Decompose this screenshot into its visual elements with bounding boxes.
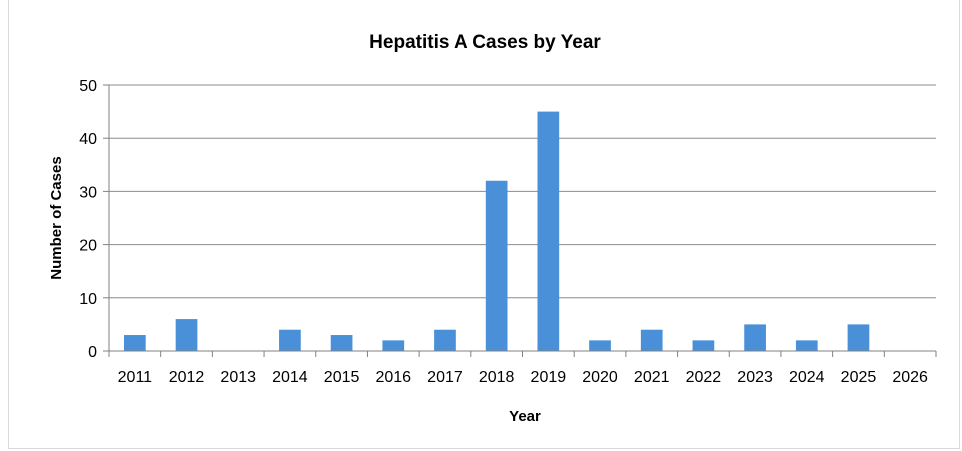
- bar-2021: [640, 329, 663, 351]
- x-tick-label: 2022: [686, 369, 722, 386]
- x-tick-label: 2012: [169, 369, 205, 386]
- chart-frame: [8, 0, 960, 449]
- y-tick-label: 20: [79, 238, 97, 255]
- y-tick-label: 0: [88, 344, 97, 361]
- bar-2011: [123, 335, 146, 351]
- x-tick-label: 2011: [118, 369, 153, 386]
- x-tick-labels: 2011 2012 2013 2014 2015 2016 2017 2018 2019 2020…: [118, 369, 928, 386]
- bar-2024: [795, 340, 818, 351]
- x-tick-label: 2013: [220, 369, 256, 386]
- bar-2022: [692, 340, 715, 351]
- bar-2025: [847, 324, 870, 351]
- bar-2018: [485, 180, 508, 351]
- x-tick-label: 2023: [737, 369, 773, 386]
- x-tick-label: 2014: [272, 369, 308, 386]
- bar-2019: [537, 111, 560, 351]
- chart-title: Hepatitis A Cases by Year: [369, 32, 601, 53]
- x-tick-label: 2015: [324, 369, 360, 386]
- y-tick-label: 10: [79, 291, 97, 308]
- x-tick-label: 2019: [531, 369, 567, 386]
- bar-2015: [330, 335, 353, 351]
- x-tick-label: 2017: [427, 369, 463, 386]
- bar-2012: [175, 319, 198, 351]
- x-tick-label: 2020: [582, 369, 618, 386]
- y-axis-title: Number of Cases: [48, 156, 65, 279]
- bar-2016: [382, 340, 405, 351]
- y-tick-label: 30: [79, 184, 97, 201]
- x-axis-title: Year: [509, 408, 541, 425]
- bar-2023: [744, 324, 766, 351]
- x-tick-label: 2016: [375, 369, 411, 386]
- x-tick-label: 2025: [841, 369, 877, 386]
- bar-2017: [434, 329, 456, 351]
- x-tick-label: 2024: [789, 369, 825, 386]
- x-tick-label: 2018: [479, 369, 515, 386]
- y-tick-label: 50: [79, 78, 97, 95]
- bar-2014: [279, 329, 301, 351]
- bar-2020: [589, 340, 611, 351]
- bars: [123, 111, 870, 351]
- y-tick-labels: 0 10 20 30 40 50: [79, 78, 97, 361]
- x-tick-label: 2021: [634, 369, 670, 386]
- gridlines: [103, 84, 937, 357]
- y-tick-label: 40: [79, 131, 97, 148]
- x-tick-label: 2026: [892, 369, 928, 386]
- axes: [108, 85, 936, 352]
